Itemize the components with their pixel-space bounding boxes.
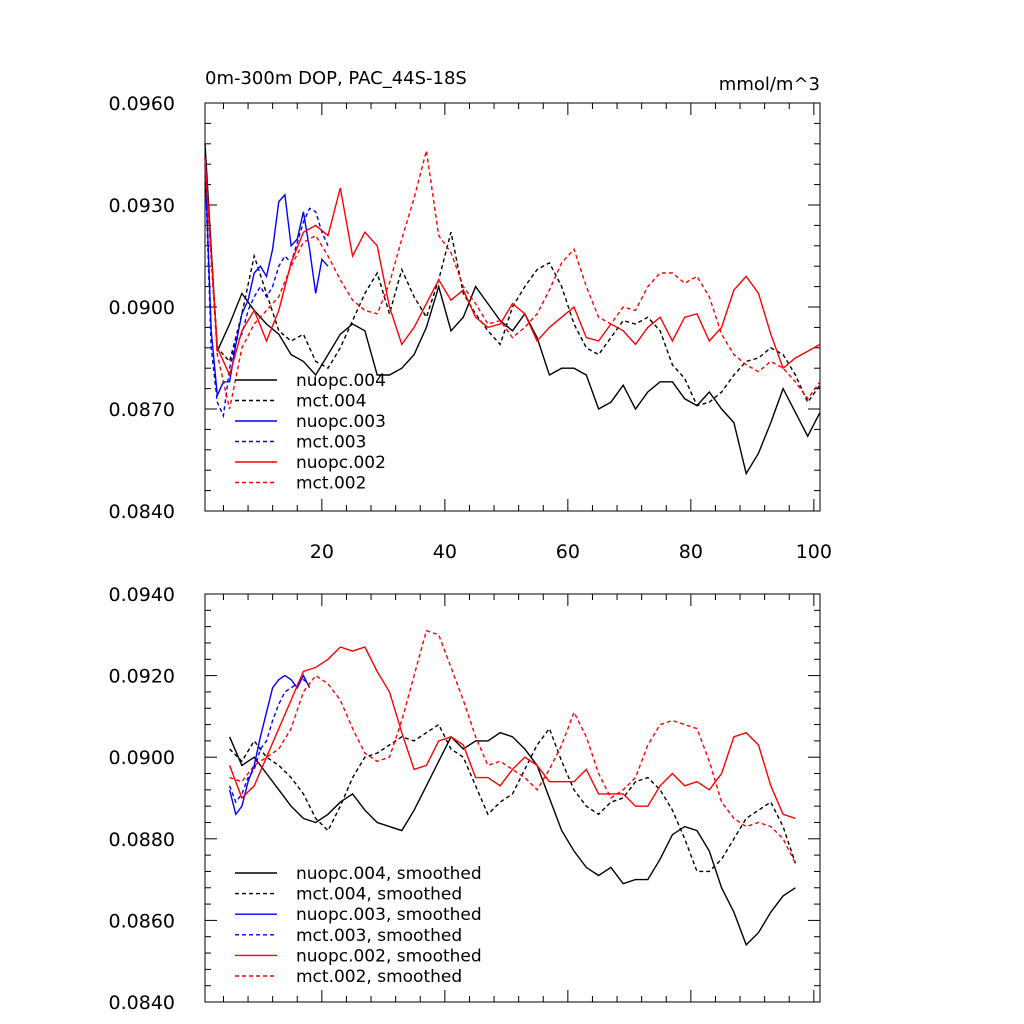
y-tick-label: 0.0940	[109, 584, 175, 606]
series-line-mct-004	[204, 157, 821, 407]
legend-label: mct.003, smoothed	[296, 926, 462, 946]
axis-ticks: 0.0840 0.0870 0.0900 0.0930 0.0960 20 40 60 80 10…	[109, 93, 832, 563]
series-line-nuopc-004	[204, 143, 821, 476]
y-tick-label: 0.0920	[109, 666, 175, 688]
legend-label: mct.004, smoothed	[296, 885, 462, 905]
legend-label: nuopc.003	[296, 412, 386, 432]
chart-title: 0m-300m DOP, PAC_44S-18S	[205, 68, 467, 89]
bottom-chart-panel: 0.0840 0.0860 0.0880 0.0900 0.0920 0.0940 nuo…	[109, 584, 821, 1014]
series-line-nuopc-002	[204, 157, 821, 378]
series-line-nuopc-003	[204, 157, 329, 399]
legend-label: mct.002	[296, 474, 366, 494]
y-tick-label: 0.0880	[109, 829, 175, 851]
series-line-mct-002-smoothed	[229, 629, 797, 864]
top-chart-panel: 0m-300m DOP, PAC_44S-18S mmol/m^3 0.0840…	[109, 68, 832, 563]
series-line-mct-003-smoothed	[228, 678, 310, 804]
y-tick-label: 0.0860	[109, 910, 175, 932]
y-tick-label: 0.0900	[109, 297, 175, 319]
legend-label: mct.004	[296, 392, 366, 412]
series-layer	[228, 629, 797, 947]
axis-ticks: 0.0840 0.0860 0.0880 0.0900 0.0920 0.0940	[109, 584, 820, 1014]
series-line-nuopc-003-smoothed	[228, 674, 311, 816]
legend-label: nuopc.003, smoothed	[296, 905, 482, 925]
legend-label: mct.003	[296, 433, 366, 453]
legend-label: nuopc.004, smoothed	[296, 864, 482, 884]
legend-label: mct.002, smoothed	[296, 967, 462, 987]
legend-label: nuopc.002	[296, 453, 386, 473]
legend-label: nuopc.002, smoothed	[296, 946, 482, 966]
legend: nuopc.004mct.004nuopc.003mct.003nuopc.00…	[235, 371, 386, 494]
series-layer	[204, 143, 821, 476]
y-tick-label: 0.0960	[109, 93, 175, 115]
x-tick-label: 100	[796, 541, 832, 563]
y-tick-label: 0.0900	[109, 747, 175, 769]
x-tick-label: 80	[679, 541, 703, 563]
x-tick-label: 40	[433, 541, 457, 563]
series-line-mct-004-smoothed	[229, 723, 797, 873]
series-line-mct-002	[204, 150, 821, 410]
series-line-mct-003	[204, 164, 329, 419]
plot-frame	[204, 593, 821, 1003]
x-tick-label: 20	[310, 541, 334, 563]
y-tick-label: 0.0930	[109, 195, 175, 217]
legend-label: nuopc.004	[296, 371, 386, 391]
series-line-nuopc-004-smoothed	[228, 731, 796, 947]
x-tick-label: 60	[556, 541, 580, 563]
y-tick-label: 0.0840	[109, 501, 175, 523]
series-line-nuopc-002-smoothed	[228, 646, 796, 820]
units-label: mmol/m^3	[719, 74, 820, 95]
y-tick-label: 0.0870	[109, 399, 175, 421]
y-tick-label: 0.0840	[109, 992, 175, 1014]
